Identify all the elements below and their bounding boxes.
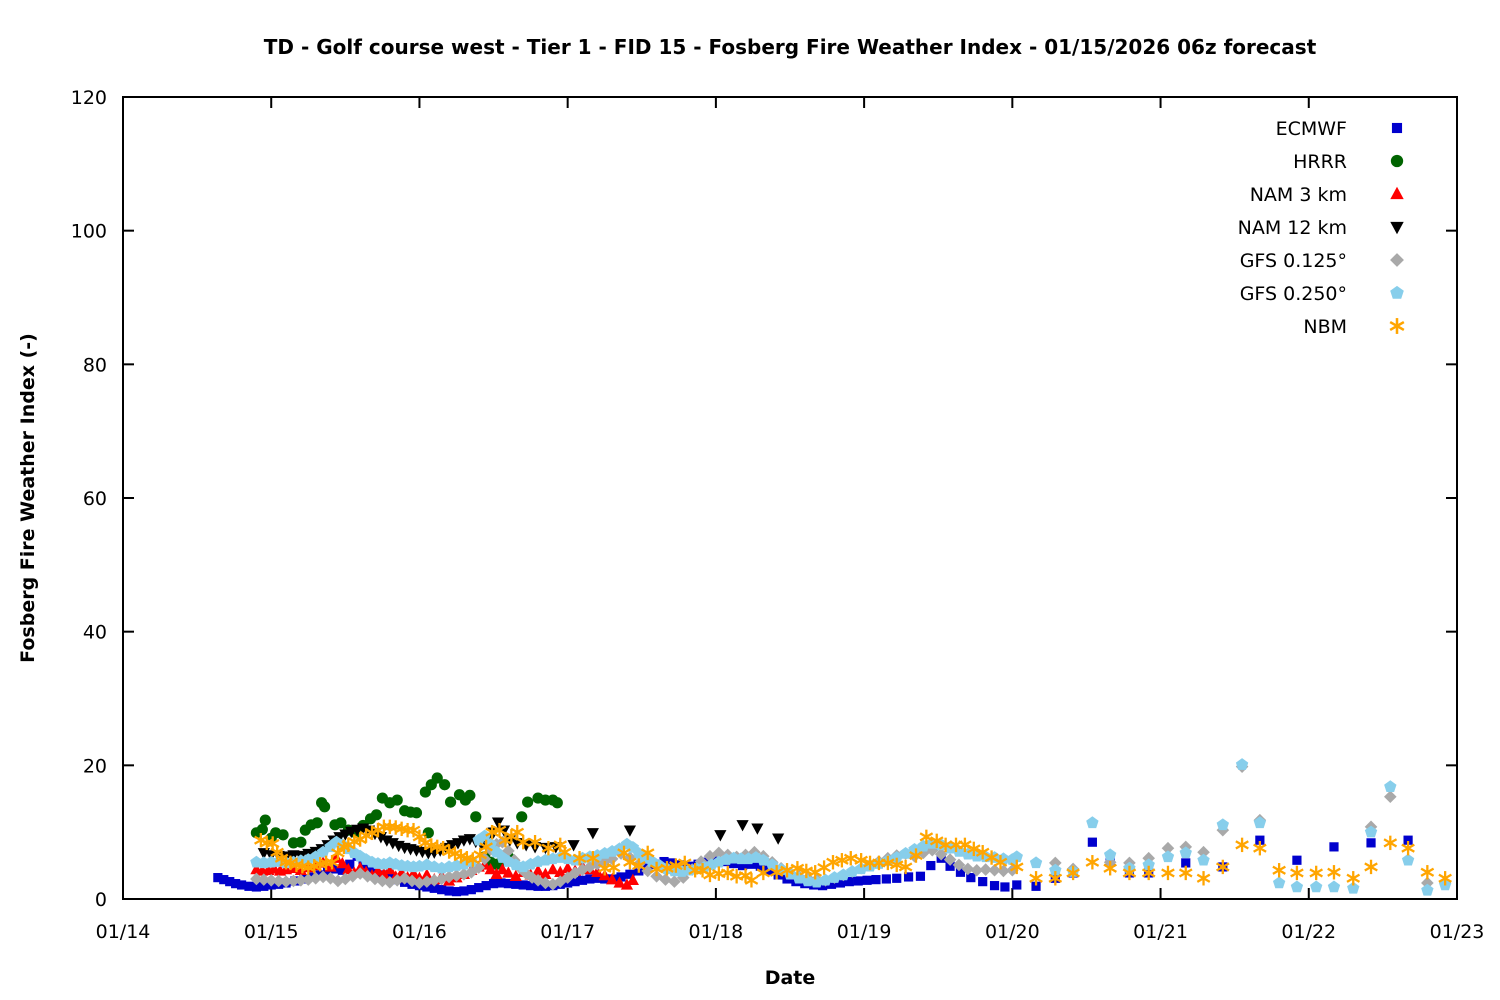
y-tick-label: 100 bbox=[71, 221, 107, 243]
y-tick-label: 120 bbox=[71, 87, 107, 109]
y-tick-label: 40 bbox=[83, 622, 107, 644]
legend-entry-gfs-0-125: GFS 0.125° bbox=[1240, 250, 1404, 272]
x-tick-label: 01/14 bbox=[96, 921, 151, 943]
y-axis-label: Fosberg Fire Weather Index (-) bbox=[17, 333, 39, 663]
y-tick-label: 60 bbox=[83, 488, 107, 510]
y-tick-label: 80 bbox=[83, 354, 107, 376]
axis-ticks bbox=[122, 96, 1458, 900]
legend-entry-hrrr: HRRR bbox=[1293, 151, 1404, 173]
axis-tick-labels: 01/14 01/15 01/16 01/17 01/18 01/19 01/20 01/21… bbox=[71, 87, 1485, 943]
x-tick-label: 01/21 bbox=[1133, 921, 1188, 943]
x-tick-label: 01/16 bbox=[392, 921, 447, 943]
legend-label: NBM bbox=[1303, 316, 1347, 338]
x-tick-label: 01/18 bbox=[689, 921, 744, 943]
legend-entry-nbm: NBM bbox=[1303, 316, 1405, 338]
data-points bbox=[213, 758, 1452, 897]
series-nbm bbox=[254, 819, 1452, 888]
y-tick-label: 20 bbox=[83, 755, 107, 777]
legend: ECMWF HRRR NAM 3 km NAM 12 km GFS 0.125° GFS … bbox=[1238, 118, 1405, 338]
legend-label: NAM 12 km bbox=[1238, 217, 1347, 239]
y-tick-label: 0 bbox=[95, 889, 107, 911]
x-tick-label: 01/23 bbox=[1430, 921, 1485, 943]
legend-label: GFS 0.250° bbox=[1240, 283, 1347, 305]
legend-entry-ecmwf: ECMWF bbox=[1276, 118, 1403, 140]
x-tick-label: 01/15 bbox=[244, 921, 299, 943]
legend-label: GFS 0.125° bbox=[1240, 250, 1347, 272]
legend-label: NAM 3 km bbox=[1250, 184, 1347, 206]
x-tick-label: 01/17 bbox=[540, 921, 595, 943]
legend-label: HRRR bbox=[1293, 151, 1347, 173]
legend-entry-gfs-0-250: GFS 0.250° bbox=[1240, 283, 1404, 305]
legend-entry-nam-12-km: NAM 12 km bbox=[1238, 217, 1404, 239]
legend-label: ECMWF bbox=[1276, 118, 1347, 140]
x-axis-label: Date bbox=[765, 967, 816, 989]
x-tick-label: 01/20 bbox=[985, 921, 1040, 943]
x-tick-label: 01/22 bbox=[1281, 921, 1336, 943]
x-tick-label: 01/19 bbox=[837, 921, 892, 943]
legend-entry-nam-3-km: NAM 3 km bbox=[1250, 184, 1404, 206]
chart-title: TD - Golf course west - Tier 1 - FID 15 … bbox=[264, 35, 1317, 59]
